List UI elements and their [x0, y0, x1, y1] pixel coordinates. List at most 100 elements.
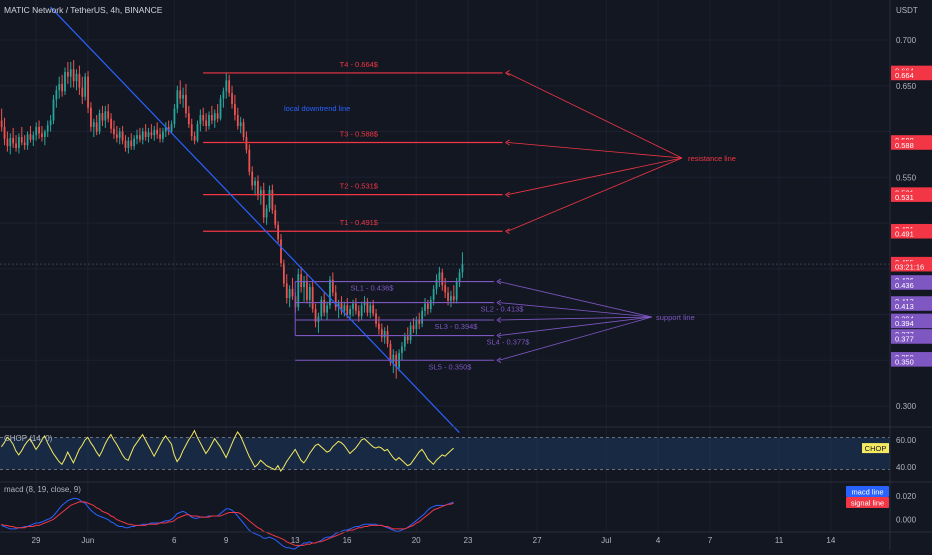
macd-legend-box — [846, 486, 889, 497]
candle-body — [144, 131, 147, 137]
candle-body — [340, 303, 343, 311]
support-arrow — [498, 302, 653, 318]
macd-title: macd (8, 19, close, 9) — [4, 485, 81, 494]
candle-body — [447, 292, 449, 301]
axes: 0.7000.6500.5500.3000.6640.6640.5880.588… — [32, 36, 932, 545]
candle-body — [130, 140, 133, 147]
candle-body — [291, 288, 294, 297]
candle-body — [441, 272, 444, 286]
candle-body — [265, 208, 268, 218]
candle-body — [401, 346, 403, 353]
candle-body — [153, 129, 156, 136]
candle-body — [170, 124, 173, 132]
candle-body — [107, 111, 110, 119]
candle-body — [87, 76, 89, 108]
candle-body — [297, 274, 300, 308]
candle-body — [115, 134, 118, 138]
candle-body — [23, 142, 26, 146]
price-tick-label: 0.300 — [896, 402, 917, 411]
candle-body — [213, 113, 216, 121]
support-level-label: SL4 - 0.377$ — [487, 338, 531, 347]
candle-body — [271, 190, 274, 211]
price-axis-badge-label: 03:21:16 — [895, 262, 924, 271]
price-axis-badge-label: 0.377 — [895, 335, 914, 344]
price-levels: T4 - 0.664$ T3 - 0.588$ T2 - 0.531$ T1 - 0.… — [0, 60, 890, 371]
candle-body — [259, 190, 262, 196]
candle-body — [121, 131, 124, 141]
chop-badge-label: CHOP — [865, 444, 887, 453]
chop-tick-label: 60.00 — [896, 436, 917, 445]
macd-tick-label: 0.000 — [896, 516, 917, 525]
candle-body — [92, 122, 95, 127]
candle-body — [225, 80, 228, 92]
price-axis-badge — [891, 139, 932, 150]
candle-body — [234, 104, 236, 116]
candle-body — [6, 138, 9, 147]
price-axis-badge — [891, 70, 932, 81]
candle-body — [29, 134, 32, 140]
candle-body — [254, 180, 256, 186]
candle-body — [444, 285, 447, 293]
candle-body — [438, 272, 441, 280]
candle-body — [308, 287, 311, 300]
macd-legend-label: macd line — [851, 488, 883, 497]
candle-body — [349, 309, 352, 315]
candle-body — [26, 134, 29, 146]
candle-body — [245, 136, 248, 150]
support-arrow — [498, 316, 653, 321]
candle-body — [124, 140, 127, 148]
resistance-level-label: T3 - 0.588$ — [340, 129, 379, 138]
candle-body — [104, 111, 107, 121]
candle-body — [236, 115, 239, 127]
price-axis-badge-label: 0.531 — [895, 193, 914, 202]
chop-tick-label: 40.00 — [896, 463, 917, 472]
resistance-level-label: T2 - 0.531$ — [340, 182, 379, 191]
candle-body — [228, 80, 231, 94]
candle-body — [12, 137, 15, 144]
candle-body — [95, 122, 98, 132]
candle-body — [455, 281, 458, 300]
candle-body — [15, 143, 17, 148]
support-arrowhead — [496, 357, 502, 364]
candle-body — [274, 210, 277, 225]
price-panel[interactable]: T4 - 0.664$ T3 - 0.588$ T2 - 0.531$ T1 - 0.… — [0, 6, 890, 433]
candle-body — [49, 120, 52, 126]
chop-panel[interactable] — [0, 429, 890, 473]
resistance-arrowhead — [505, 191, 510, 198]
candle-body — [75, 73, 78, 82]
candle-body — [113, 128, 115, 135]
price-axis-badge — [891, 333, 932, 344]
date-tick-label: 4 — [656, 536, 661, 545]
candle-body — [231, 93, 233, 105]
candle-body — [185, 94, 187, 114]
candle-body — [72, 69, 75, 82]
date-tick-label: 13 — [291, 536, 300, 545]
support-arrowhead — [496, 278, 502, 285]
price-tick-label: 0.650 — [896, 82, 917, 91]
resistance-arrowhead — [505, 139, 510, 146]
candle-body — [354, 303, 357, 311]
candle-body — [208, 115, 210, 127]
candle-body — [3, 126, 6, 139]
support-arrowhead — [496, 317, 502, 323]
candle-body — [127, 140, 130, 148]
candle-body — [69, 69, 72, 77]
candle-body — [147, 132, 150, 137]
candle-body — [190, 124, 193, 137]
date-tick-label: 6 — [172, 536, 177, 545]
candle-body — [167, 126, 170, 132]
candle-body — [84, 76, 87, 97]
downtrend-line-label: local downtrend line — [284, 104, 350, 113]
candle-body — [20, 136, 23, 143]
candle-body — [421, 310, 424, 324]
candle-body — [239, 122, 242, 127]
candle-body — [406, 336, 409, 341]
candle-body — [424, 303, 426, 311]
candle-body — [118, 131, 121, 138]
candle-body — [222, 91, 225, 99]
resistance-level-label: T1 - 0.491$ — [340, 218, 379, 227]
candle-body — [35, 126, 38, 136]
macd-panel[interactable]: macd line signal line — [1, 486, 889, 550]
